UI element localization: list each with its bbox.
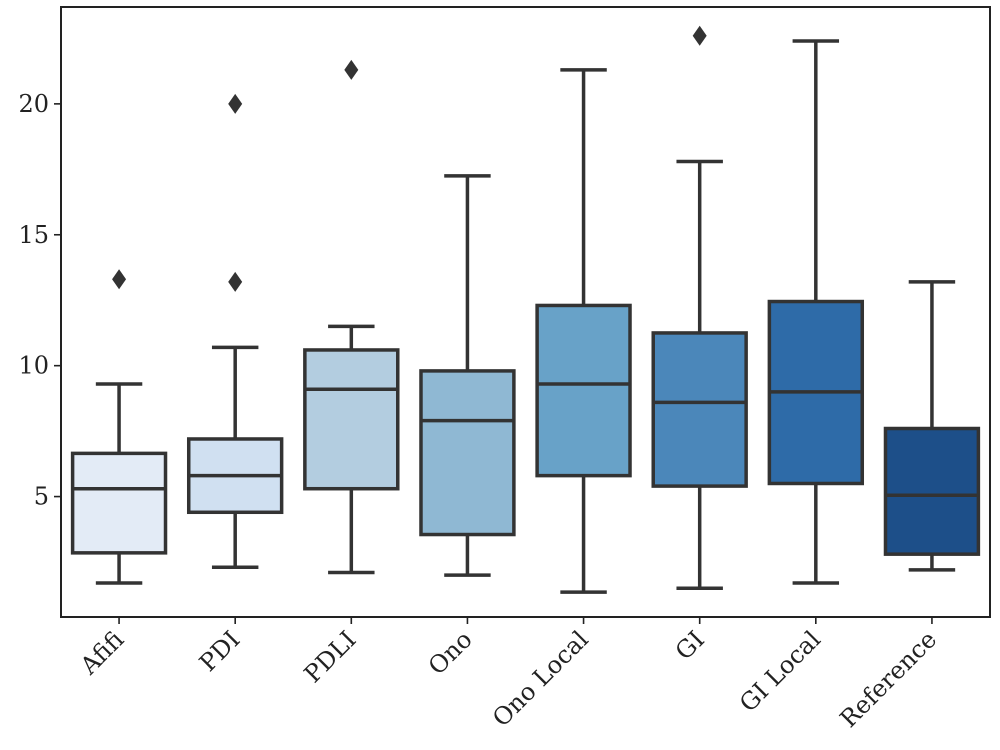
outlier-marker (228, 93, 243, 114)
x-tick-label: GI Local (734, 625, 826, 717)
x-tick-label: PDLI (299, 625, 362, 688)
y-tick-label: 10 (18, 352, 49, 380)
outlier-marker (112, 269, 127, 290)
x-tick-label: Afifi (74, 625, 129, 680)
box-gi (651, 25, 748, 590)
plot-area (70, 25, 981, 594)
iqr-box (419, 369, 516, 537)
x-tick-label: Ono (423, 625, 478, 680)
y-axis: 5 10 15 20 (18, 90, 61, 511)
y-tick-label: 20 (18, 90, 49, 118)
x-tick-label: Ono Local (487, 625, 594, 732)
y-tick-label: 5 (34, 483, 49, 511)
box-ono-local (535, 68, 632, 594)
x-tick-label: PDI (194, 625, 246, 677)
box-pdli (303, 59, 400, 575)
x-axis: Afifi PDI PDLI Ono Ono Local GI GI Local Refere… (74, 617, 942, 733)
iqr-box (535, 303, 632, 478)
outlier-marker (228, 271, 243, 292)
iqr-box (883, 426, 981, 556)
plot-frame (60, 6, 991, 618)
outlier-marker (692, 25, 707, 46)
y-tick-label: 15 (18, 221, 49, 249)
outlier-marker (344, 59, 359, 80)
x-tick-label: GI (670, 625, 710, 665)
box-pdi (186, 93, 284, 570)
box-ono (419, 174, 516, 577)
iqr-box (303, 348, 400, 491)
x-tick-label: Reference (835, 625, 943, 733)
box-afifi (70, 269, 168, 585)
box-reference (883, 280, 981, 572)
box-gi-local (767, 39, 865, 585)
iqr-box (651, 331, 748, 488)
iqr-box (70, 451, 168, 555)
